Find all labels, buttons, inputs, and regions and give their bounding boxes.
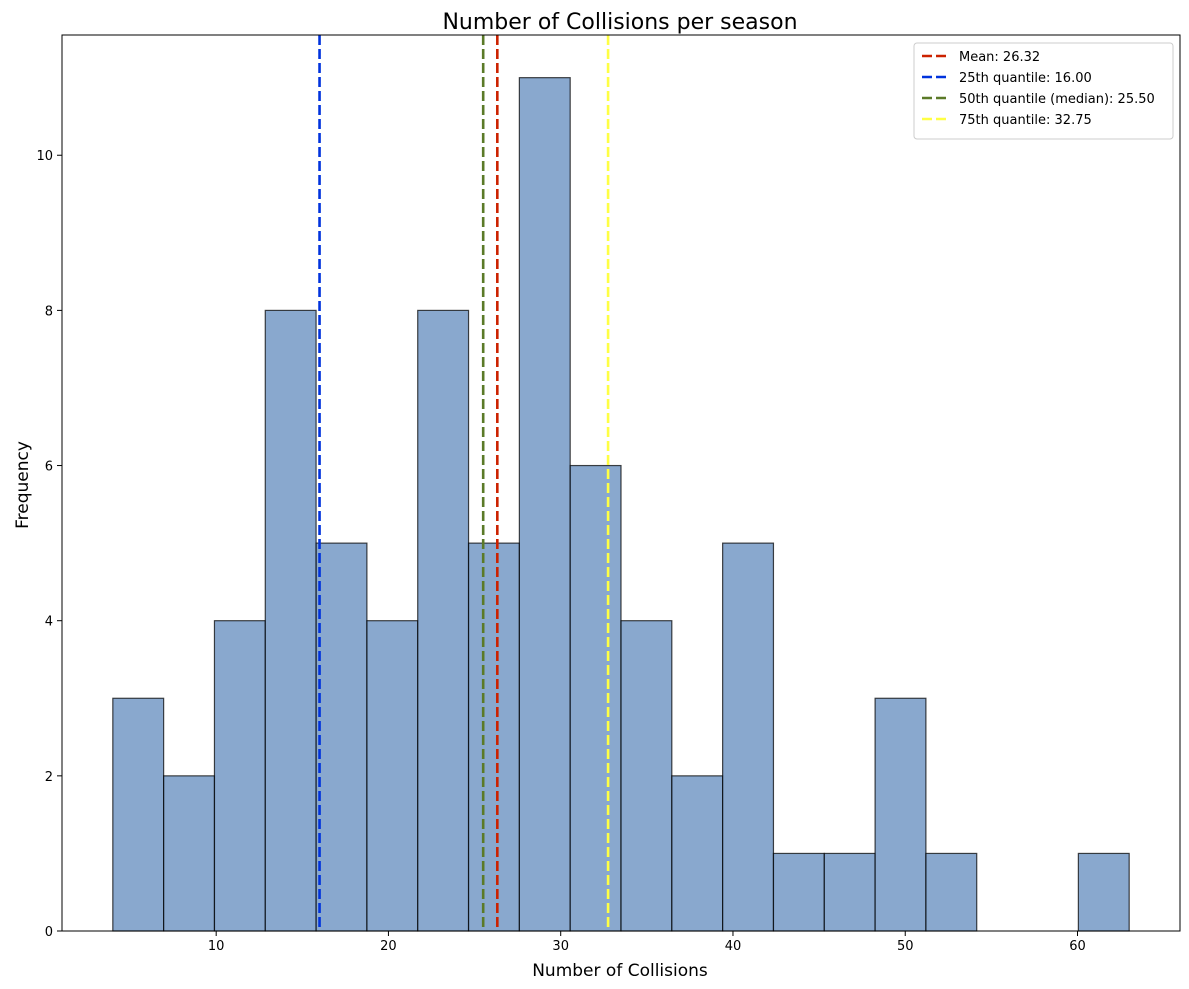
histogram-bar <box>163 775 216 932</box>
legend-label: 25th quantile: 16.00 <box>959 71 1092 86</box>
histogram-bar <box>671 775 724 932</box>
y-tick-label: 0 <box>45 925 53 940</box>
y-tick-label: 10 <box>36 149 53 164</box>
histogram-bar <box>620 620 673 932</box>
histogram-bar <box>366 620 419 932</box>
histogram-bar <box>874 697 927 932</box>
y-axis-label: Frequency <box>13 441 33 529</box>
x-axis-label: Number of Collisions <box>532 961 708 981</box>
histogram-bar <box>315 542 368 932</box>
histogram-bar <box>722 542 775 932</box>
y-tick-label: 8 <box>45 304 53 319</box>
x-tick-label: 60 <box>1069 939 1086 954</box>
histogram-bar <box>264 309 317 932</box>
x-tick-label: 50 <box>897 939 914 954</box>
legend: Mean: 26.32 25th quantile: 16.00 50th quan… <box>913 42 1174 140</box>
legend-label: 75th quantile: 32.75 <box>959 113 1092 128</box>
histogram-bar <box>518 77 571 932</box>
histogram-bar <box>823 852 876 932</box>
chart-title: Number of Collisions per season <box>442 10 797 35</box>
x-tick-label: 10 <box>208 939 225 954</box>
histogram-bar <box>772 852 825 932</box>
axes: 10 20 30 40 50 60 0 2 4 6 8 10 <box>36 34 1181 954</box>
legend-label: Mean: 26.32 <box>959 50 1040 65</box>
histogram-bar <box>569 464 622 932</box>
histogram-bar <box>925 852 978 932</box>
legend-box <box>913 42 1174 140</box>
plot-area <box>112 35 1130 932</box>
histogram-bar <box>1077 852 1130 932</box>
y-tick-label: 2 <box>45 770 53 785</box>
axes-frame <box>61 34 1181 932</box>
x-tick-label: 40 <box>725 939 742 954</box>
y-tick-label: 4 <box>45 615 53 630</box>
legend-label: 50th quantile (median): 25.50 <box>959 92 1155 107</box>
histogram-bar <box>467 542 520 932</box>
histogram-bar <box>417 309 470 932</box>
y-tick-label: 6 <box>45 460 53 475</box>
histogram-bar <box>112 697 165 932</box>
x-tick-label: 20 <box>380 939 397 954</box>
x-tick-label: 30 <box>552 939 569 954</box>
histogram-bar <box>213 620 266 932</box>
